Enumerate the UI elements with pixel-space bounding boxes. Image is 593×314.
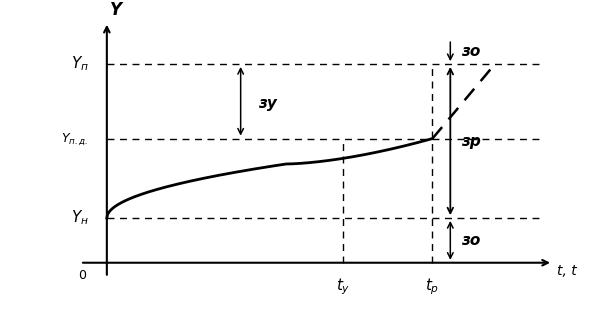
Text: $Y_{\mathregular{п.д.}}$: $Y_{\mathregular{п.д.}}$ bbox=[62, 131, 89, 147]
Text: зо: зо bbox=[461, 233, 481, 248]
Text: $Y_{\mathregular{п}}$: $Y_{\mathregular{п}}$ bbox=[71, 55, 89, 73]
Text: зр: зр bbox=[461, 133, 481, 149]
Text: $t_{\mathregular{p}}$: $t_{\mathregular{p}}$ bbox=[425, 276, 439, 297]
Text: t, t: t, t bbox=[557, 264, 577, 279]
Text: Y: Y bbox=[110, 1, 122, 19]
Text: $t_{\mathregular{y}}$: $t_{\mathregular{y}}$ bbox=[336, 276, 350, 297]
Text: зу: зу bbox=[259, 96, 278, 111]
Text: зо: зо bbox=[461, 44, 481, 59]
Text: $Y_{\mathregular{н}}$: $Y_{\mathregular{н}}$ bbox=[71, 209, 89, 227]
Text: 0: 0 bbox=[78, 269, 87, 282]
